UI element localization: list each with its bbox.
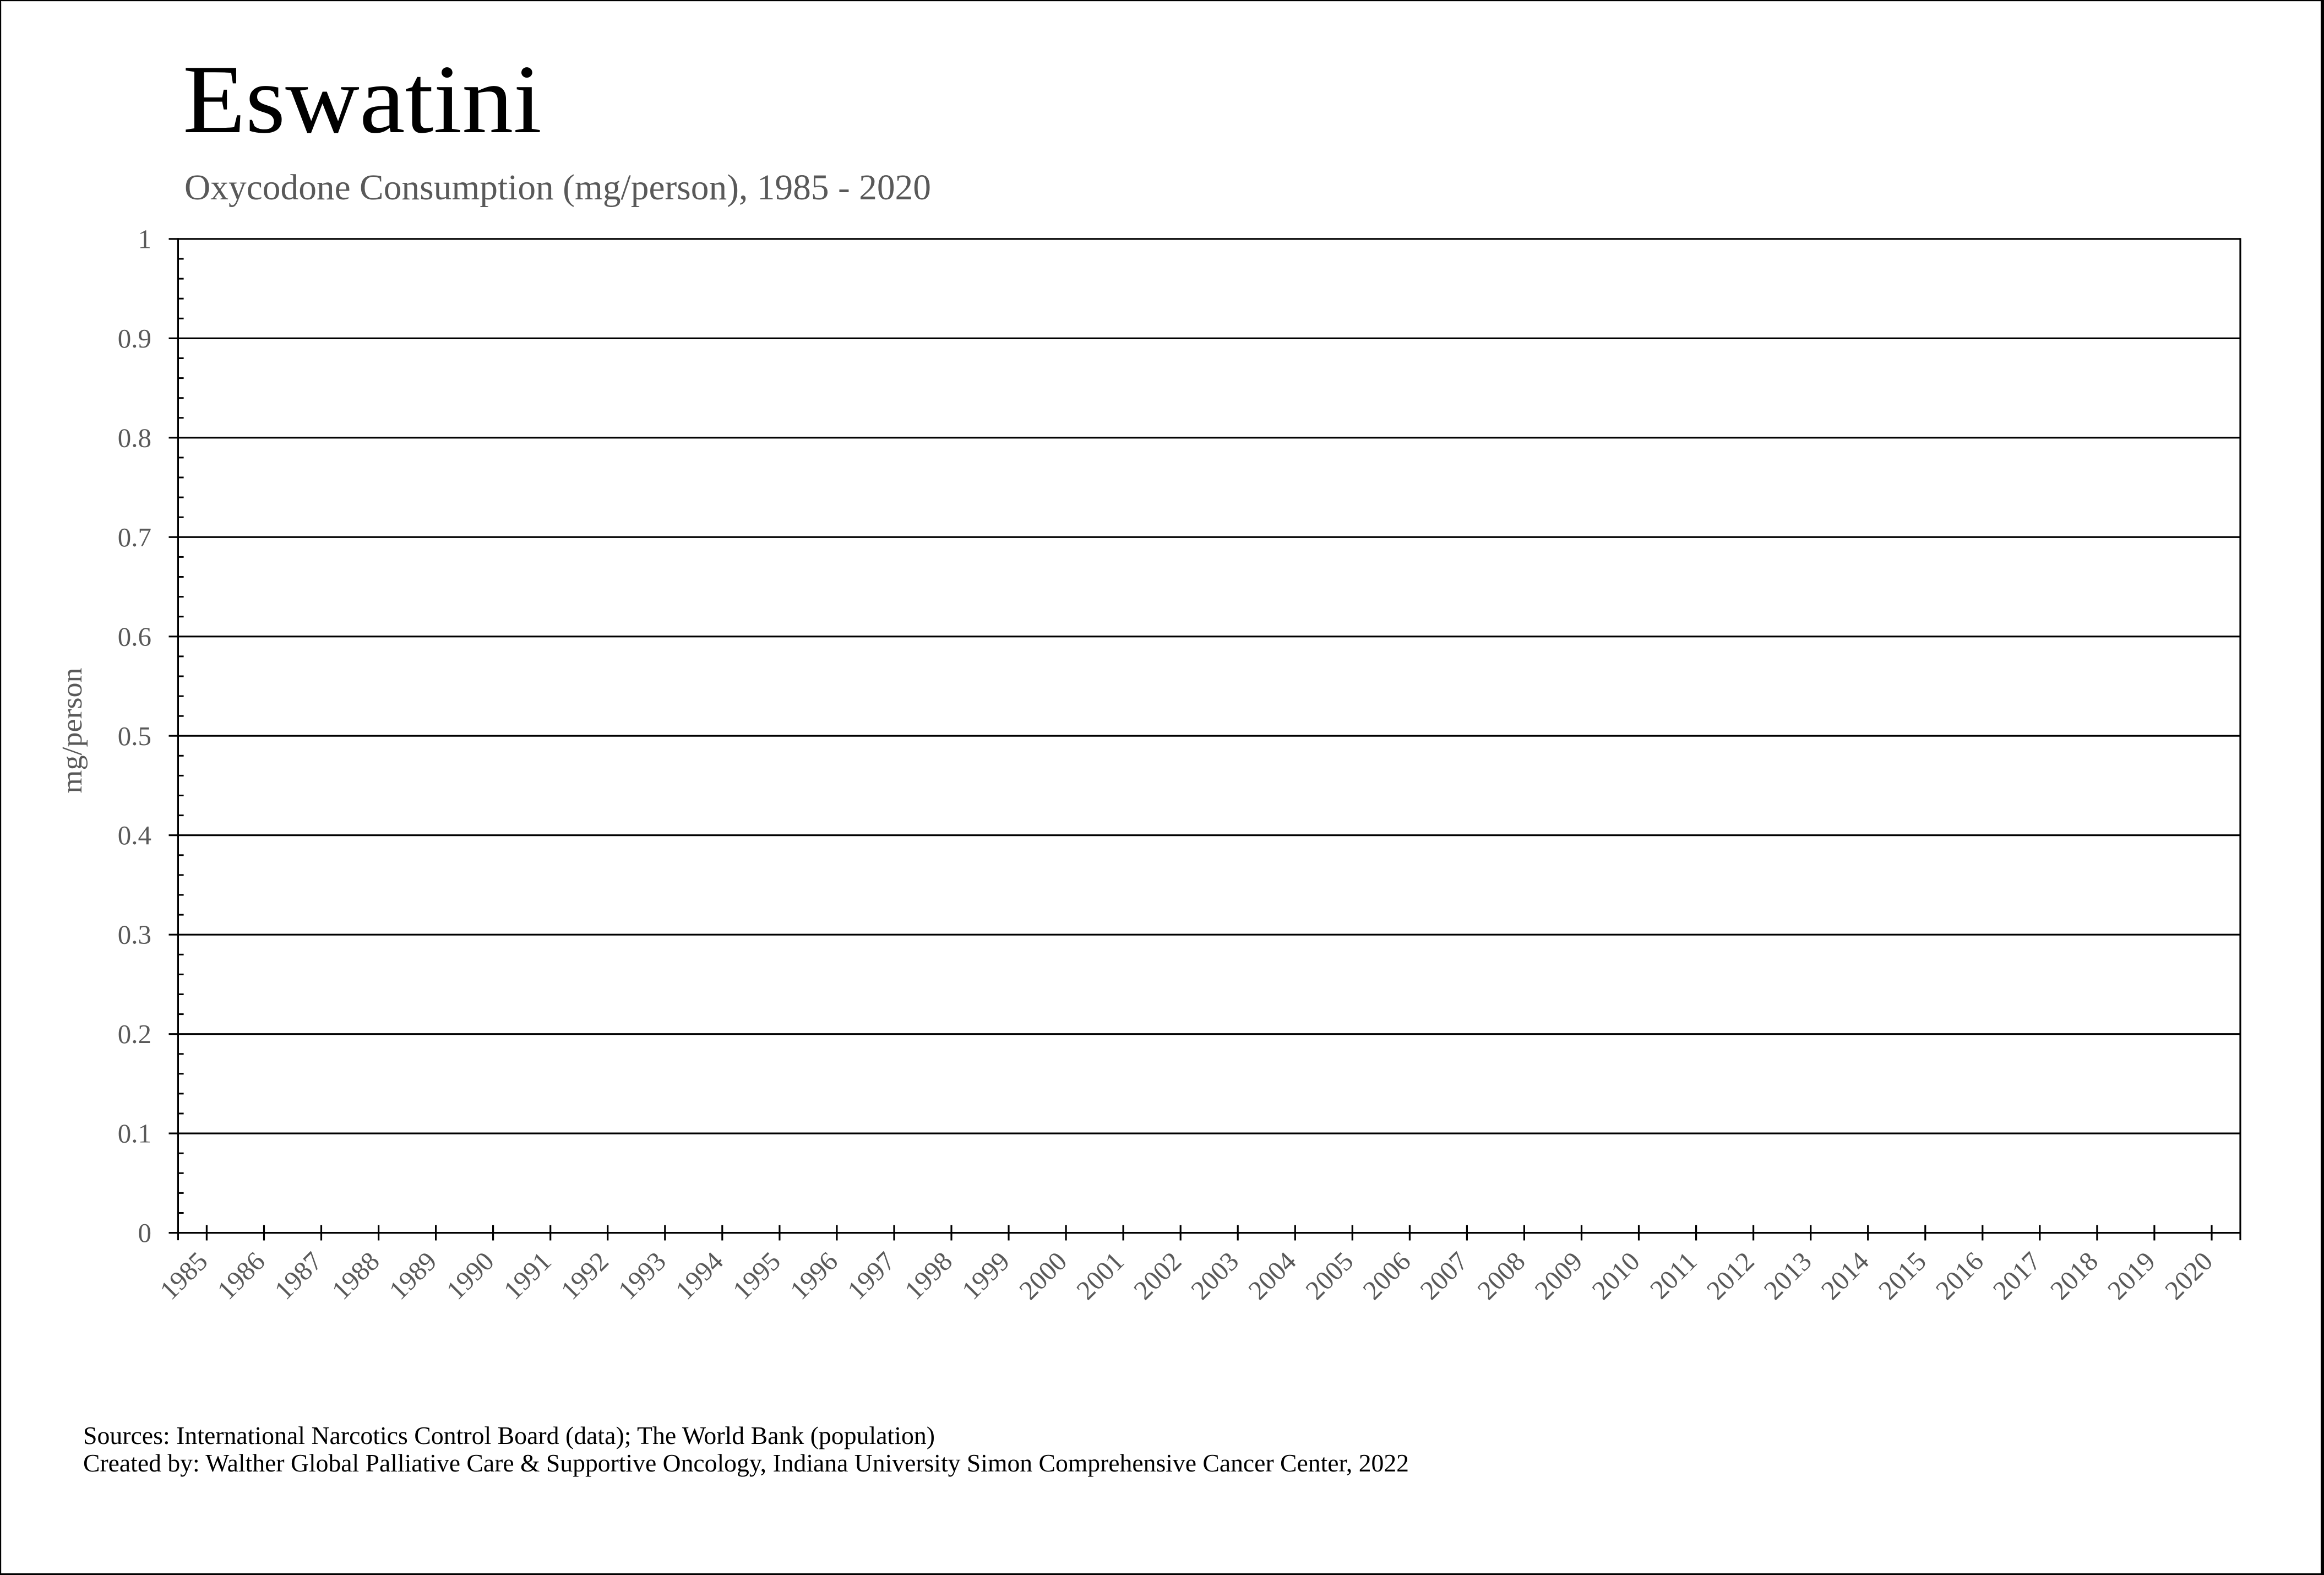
svg-text:0: 0 — [138, 1218, 152, 1248]
svg-text:Eswatini: Eswatini — [183, 45, 542, 154]
svg-text:0.3: 0.3 — [118, 920, 151, 950]
svg-text:Sources: International Narcoti: Sources: International Narcotics Control… — [83, 1421, 935, 1449]
svg-text:0.7: 0.7 — [118, 522, 151, 552]
svg-text:0.1: 0.1 — [118, 1118, 151, 1149]
svg-text:1: 1 — [138, 224, 152, 254]
svg-text:0.9: 0.9 — [118, 323, 151, 354]
svg-text:mg/person: mg/person — [57, 668, 88, 794]
svg-text:0.4: 0.4 — [118, 820, 151, 850]
svg-text:0.8: 0.8 — [118, 422, 151, 453]
svg-text:Oxycodone Consumption (mg/pers: Oxycodone Consumption (mg/person), 1985 … — [184, 167, 931, 208]
svg-text:0.6: 0.6 — [118, 621, 151, 651]
svg-text:Created by: Walther Global Pal: Created by: Walther Global Palliative Ca… — [83, 1449, 1409, 1477]
svg-text:0.2: 0.2 — [118, 1019, 151, 1049]
svg-text:0.5: 0.5 — [118, 721, 151, 751]
